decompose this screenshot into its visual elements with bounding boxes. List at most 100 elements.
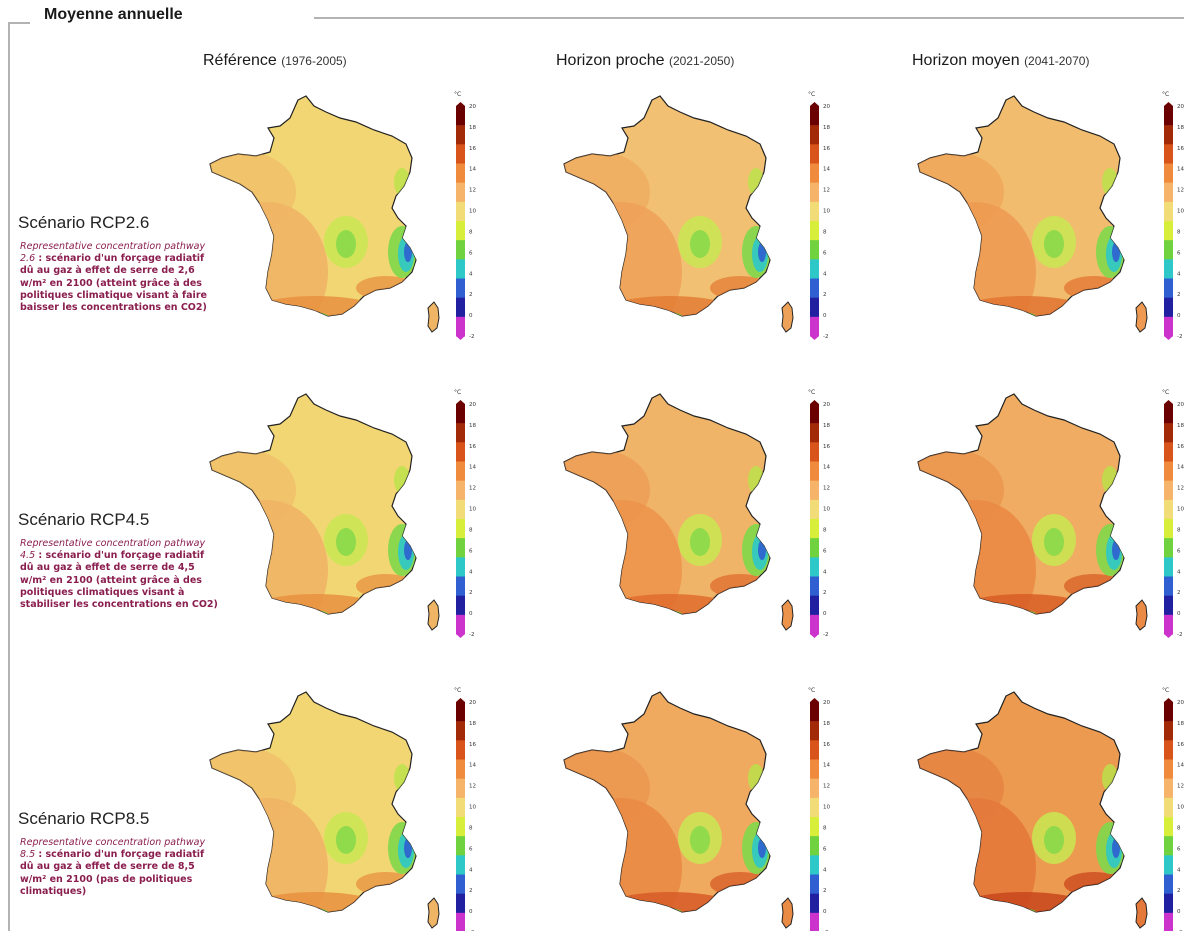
colorbar-segment (810, 164, 819, 184)
colorbar-segment (810, 577, 819, 597)
colorbar-segment (456, 423, 465, 443)
colorbar-segment (810, 779, 819, 799)
colorbar-tick-label: 0 (1177, 313, 1181, 319)
colorbar-tick-label: 10 (469, 507, 476, 513)
colorbar-tick-label: 20 (469, 402, 476, 408)
colorbar-segment (1164, 817, 1173, 837)
colorbar-segment (1164, 577, 1173, 597)
colorbar-tick-label: 6 (823, 846, 827, 852)
colorbar-tick-label: 12 (823, 188, 830, 194)
colorbar-tick-label: 16 (1177, 742, 1184, 748)
corsica-map (782, 600, 793, 630)
colorbar-segment (1164, 240, 1173, 260)
colorbar-segment (810, 557, 819, 577)
colorbar-segment (456, 538, 465, 558)
colorbar-tick-label: 0 (823, 611, 827, 617)
colorbar-segment (456, 875, 465, 895)
colorbar-tick-label: 20 (1177, 402, 1184, 408)
colorbar-tick-label: 20 (1177, 104, 1184, 110)
colorbar-tick-label: 4 (823, 867, 827, 873)
colorbar-tick-label: 2 (469, 590, 473, 596)
corsica-map (1136, 600, 1147, 630)
colorbar-segment (456, 913, 465, 931)
colorbar-segment (1164, 462, 1173, 482)
colorbar-segment (456, 298, 465, 318)
colorbar-segment (810, 913, 819, 931)
colorbar-tick-label: 12 (1177, 486, 1184, 492)
colorbar-tick-label: 0 (469, 313, 473, 319)
corsica-map (428, 898, 439, 928)
colorbar-tick-label: 16 (823, 444, 830, 450)
colorbar-segment (456, 721, 465, 741)
colorbar-segment (810, 538, 819, 558)
colorbar-segment (810, 240, 819, 260)
colorbar-tick-label: 10 (823, 805, 830, 811)
colorbar-tick-label: 12 (469, 486, 476, 492)
colorbar-tick-label: 6 (1177, 250, 1181, 256)
colorbar-tick-label: 4 (823, 569, 827, 575)
temperature-colorbar: °C20181614121086420-2 (808, 687, 830, 931)
colorbar-segment (456, 317, 465, 337)
colorbar-tick-label: 2 (469, 888, 473, 894)
colorbar-tick-label: 14 (469, 763, 476, 769)
colorbar-tick-label: 8 (823, 229, 827, 235)
colorbar-segment (1164, 279, 1173, 299)
colorbar-segment (810, 144, 819, 164)
temperature-colorbar: °C20181614121086420-2 (808, 389, 830, 638)
colorbar-tick-label: 0 (1177, 909, 1181, 915)
colorbar-tick-label: 4 (1177, 271, 1181, 277)
colorbar-segment (810, 423, 819, 443)
colorbar-segment (810, 298, 819, 318)
colorbar-segment (456, 836, 465, 856)
colorbar-unit: °C (808, 389, 815, 396)
colorbar-segment (1164, 779, 1173, 799)
colorbar-tick-label: 10 (823, 209, 830, 215)
colorbar-segment (810, 760, 819, 780)
colorbar-tick-label: 0 (823, 909, 827, 915)
colorbar-segment (456, 740, 465, 760)
colorbar-tick-label: 14 (1177, 167, 1184, 173)
colorbar-tick-label: 6 (1177, 548, 1181, 554)
colorbar-segment (810, 125, 819, 145)
colorbar-segment (810, 279, 819, 299)
colorbar-tick-label: 20 (823, 104, 830, 110)
corsica-map (782, 898, 793, 928)
colorbar-segment (1164, 894, 1173, 914)
colorbar-segment (810, 221, 819, 241)
colorbar-tick-label: 2 (823, 292, 827, 298)
colorbar-tick-label: 12 (469, 188, 476, 194)
colorbar-tick-label: 8 (823, 825, 827, 831)
colorbar-tick-label: 20 (469, 700, 476, 706)
colorbar-segment (1164, 615, 1173, 635)
colorbar-tick-label: 10 (823, 507, 830, 513)
colorbar-segment (810, 596, 819, 616)
colorbar-segment (810, 106, 819, 126)
colorbar-tick-label: 20 (1177, 700, 1184, 706)
colorbar-segment (810, 702, 819, 722)
colorbar-tick-label: 16 (469, 146, 476, 152)
colorbar-segment (456, 442, 465, 462)
colorbar-segment (1164, 404, 1173, 424)
colorbar-tick-label: 4 (1177, 569, 1181, 575)
colorbar-segment (810, 894, 819, 914)
colorbar-segment (1164, 557, 1173, 577)
colorbar-segment (810, 875, 819, 895)
colorbar-segment (456, 855, 465, 875)
france-temperature-map (196, 394, 439, 640)
colorbar-tick-label: -2 (1177, 334, 1182, 340)
colorbar-segment (1164, 855, 1173, 875)
corsica-map (428, 600, 439, 630)
colorbar-tick-label: 18 (823, 721, 830, 727)
colorbar-segment (1164, 442, 1173, 462)
colorbar-segment (810, 740, 819, 760)
colorbar-tick-label: 10 (1177, 805, 1184, 811)
colorbar-unit: °C (1162, 687, 1169, 694)
colorbar-tick-label: 18 (1177, 125, 1184, 131)
france-temperature-map (904, 394, 1147, 640)
colorbar-tick-label: 16 (1177, 146, 1184, 152)
colorbar-tick-label: -2 (1177, 632, 1182, 638)
colorbar-tick-label: 20 (469, 104, 476, 110)
colorbar-segment (810, 721, 819, 741)
colorbar-unit: °C (808, 687, 815, 694)
